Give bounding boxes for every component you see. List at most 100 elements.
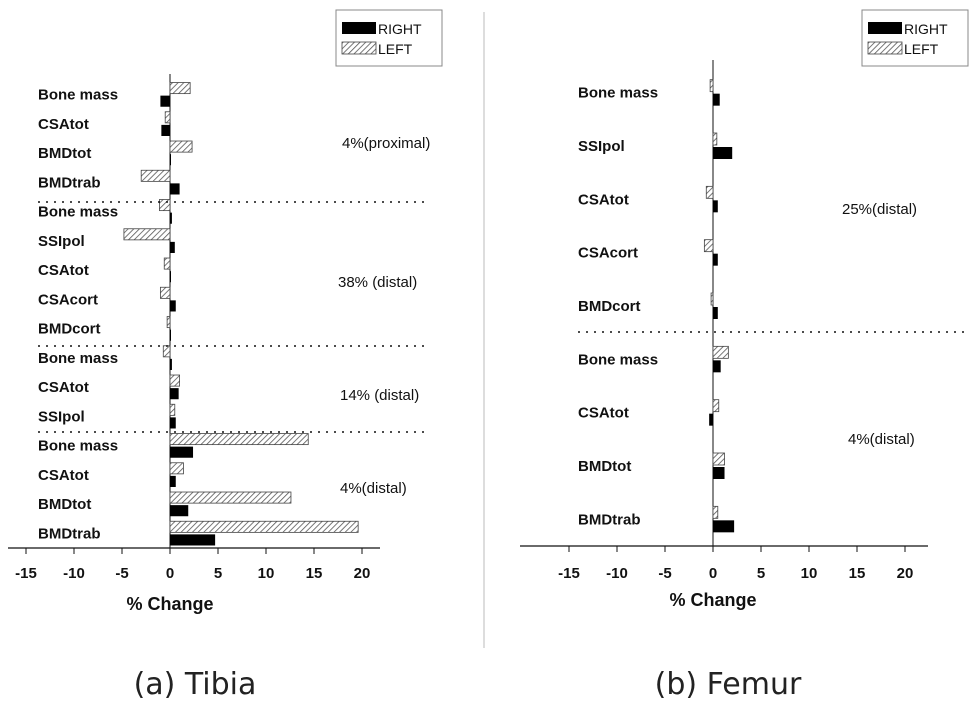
x-axis-label: % Change [126, 594, 213, 614]
femur-chart: -15 -10 -5 0 5 10 15 20 % Change Bone mass SSIpol C… [520, 9, 969, 702]
legend-label: LEFT [378, 41, 413, 57]
legend-label: RIGHT [378, 21, 422, 37]
bar-right [713, 253, 718, 266]
category-label: BMDtot [578, 458, 631, 475]
legend-label: LEFT [904, 41, 939, 57]
bar-right [713, 307, 718, 319]
bar-left [705, 185, 714, 199]
bar-right [713, 520, 735, 533]
x-tick-label: 10 [801, 565, 818, 582]
x-tick-label: -10 [606, 565, 628, 582]
bar-right [170, 417, 176, 429]
bar-left [169, 433, 309, 446]
x-tick-label: -10 [63, 565, 85, 582]
bar-right [161, 124, 170, 136]
bar-right [170, 475, 176, 487]
legend-swatch-right [342, 22, 376, 34]
bar-right [170, 329, 171, 341]
bar-left [169, 140, 193, 153]
bar-right [170, 241, 175, 253]
bar-left [163, 257, 171, 270]
group-annotation: 4%(distal) [340, 480, 407, 497]
category-label: Bone mass [38, 438, 118, 455]
x-tick-label: 5 [757, 565, 765, 582]
panel-caption: (a) Tibia [134, 667, 257, 702]
legend-label: RIGHT [904, 21, 948, 37]
category-label: CSAcort [38, 291, 98, 308]
bar-left [159, 199, 171, 212]
bar-right [709, 413, 713, 426]
bar-right [160, 95, 170, 107]
category-label: CSAtot [38, 116, 89, 133]
bar-right [170, 358, 172, 370]
group-annotation: 4%(proximal) [342, 135, 430, 152]
bar-right [170, 446, 194, 458]
x-tick-label: 20 [354, 565, 371, 582]
x-tick-label: 15 [849, 565, 866, 582]
group-annotation: 38% (distal) [338, 274, 417, 291]
x-tick-label: 20 [897, 565, 914, 582]
category-label: BMDtot [38, 496, 91, 513]
bar-right [170, 183, 180, 195]
bar-right [170, 388, 179, 400]
bar-left [169, 374, 180, 387]
x-tick-label: -5 [115, 565, 128, 582]
bar-left [712, 345, 729, 359]
bar-left [169, 82, 191, 95]
x-tick-label: 5 [214, 565, 222, 582]
category-label: Bone mass [38, 204, 118, 221]
bar-right [713, 467, 725, 479]
x-tick-label: -15 [15, 565, 37, 582]
category-label: BMDcort [578, 298, 641, 315]
bar-right [713, 200, 718, 213]
group-annotation: 14% (distal) [340, 387, 419, 404]
bar-left [712, 132, 718, 146]
legend-box [335, 9, 443, 67]
category-label: BMDtrab [38, 525, 101, 542]
bar-right [170, 534, 216, 546]
x-tick-label: 0 [709, 565, 717, 582]
bar-right [170, 300, 176, 312]
bar-left [710, 292, 714, 306]
bar-right [170, 271, 171, 283]
bar-left [169, 520, 359, 533]
category-label: Bone mass [578, 351, 658, 368]
bar-right [170, 154, 171, 166]
x-tick-label: 10 [258, 565, 275, 582]
bar-left [123, 228, 171, 241]
tibia-chart: -15 -10 -5 0 5 10 15 20 % Change Bone mass CSAtot B… [8, 9, 443, 702]
category-label: CSAtot [38, 379, 89, 396]
bar-left [166, 316, 171, 329]
group-annotation: 25%(distal) [842, 201, 917, 218]
legend-box [861, 9, 969, 67]
bar-left [162, 345, 171, 358]
legend-swatch-right [868, 22, 902, 34]
category-label: CSAtot [578, 191, 629, 208]
legend-swatch-left [341, 41, 377, 55]
bar-right [713, 360, 721, 373]
bar-left [703, 239, 714, 253]
bar-left [709, 79, 714, 93]
category-label: SSIpol [38, 233, 85, 250]
x-axis-label: % Change [669, 590, 756, 610]
bar-right [170, 505, 189, 517]
bar-left [712, 505, 719, 519]
bar-right [713, 147, 733, 159]
x-tick-label: -5 [658, 565, 671, 582]
category-label: Bone mass [38, 87, 118, 104]
legend-swatch-left [867, 41, 903, 55]
bar-right [170, 212, 172, 224]
category-label: BMDtrab [578, 511, 641, 528]
category-label: CSAtot [38, 467, 89, 484]
category-label: BMDtot [38, 145, 91, 162]
bar-left [164, 111, 171, 124]
panel-caption: (b) Femur [655, 667, 802, 702]
group-annotation: 4%(distal) [848, 431, 915, 448]
category-label: CSAcort [578, 245, 638, 262]
x-tick-label: 15 [306, 565, 323, 582]
bar-left [159, 286, 171, 299]
category-label: BMDcort [38, 321, 101, 338]
x-tick-label: 0 [166, 565, 174, 582]
category-label: BMDtrab [38, 174, 101, 191]
